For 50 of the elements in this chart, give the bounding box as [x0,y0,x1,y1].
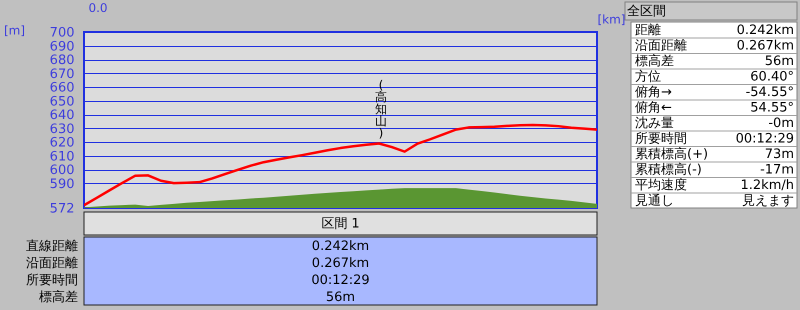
text: 距離 [635,22,661,38]
text: 平均速度 [635,176,687,193]
text: 0.242km [736,22,794,38]
text: 累積標高(-) [635,161,702,178]
text: 所要時間 [635,131,687,146]
text: 00:12:29 [736,131,794,146]
text: 見えます [742,193,794,208]
y-tick-label: 690 [50,39,74,54]
y-tick-label: 610 [50,149,74,164]
text: 沿面距離 [26,256,78,271]
text: -17m [760,162,794,178]
text: 沈み量 [635,116,674,131]
y-tick-label: 700 [50,26,74,40]
text: 累積標高(+) [635,146,708,162]
text: 標高差 [635,52,674,69]
text: 全区間 [627,4,666,19]
y-tick-label: 620 [50,136,74,150]
text: 56m [764,54,794,69]
text: -0m [768,116,794,131]
text: 沿面距離 [635,38,687,54]
text: 0.267km [312,256,370,271]
y-tick-label: 572 [50,202,74,216]
text: -54.55° [746,84,794,100]
y-tick-label: 670 [50,66,74,82]
y-tick-label: 590 [50,176,74,192]
text: 方位 [635,68,661,84]
y-tick-label: 600 [50,163,74,178]
text: 見通し [635,193,674,208]
text: 0.267km [736,38,794,54]
y-tick-label: 680 [50,53,74,68]
y-axis-title: [m] [4,24,26,38]
text: 00:12:29 [311,273,370,288]
text: 73m [764,146,794,162]
y-tick-label: 650 [50,94,74,110]
text: 標高差 [39,289,78,305]
y-tick-label: 630 [50,122,74,137]
text: 直線距離 [26,239,78,254]
text: 54.55° [750,100,794,116]
text: 区間 1 [321,216,360,232]
text: 俯角→ [635,84,672,100]
text: 0.0 [88,1,108,15]
text: 56m [326,290,356,305]
y-tick-label: 660 [50,80,74,96]
text: 1.2km/h [740,178,794,193]
text: 0.242km [312,239,370,254]
text: 俯角← [635,100,672,116]
text: 60.40° [750,69,794,84]
x-axis-title: [km] [597,12,626,26]
y-tick-label: 640 [50,108,74,123]
text: 所要時間 [26,273,78,288]
